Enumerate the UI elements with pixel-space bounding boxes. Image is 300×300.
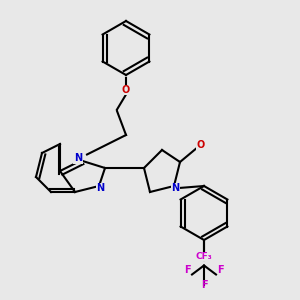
Text: N: N	[171, 183, 180, 194]
Text: F: F	[184, 265, 191, 275]
Text: N: N	[96, 183, 105, 194]
Text: F: F	[201, 280, 207, 290]
Text: N: N	[74, 153, 82, 163]
Text: O: O	[196, 140, 205, 150]
Text: CF₃: CF₃	[196, 252, 212, 261]
Text: F: F	[217, 265, 224, 275]
Text: O: O	[122, 85, 130, 95]
